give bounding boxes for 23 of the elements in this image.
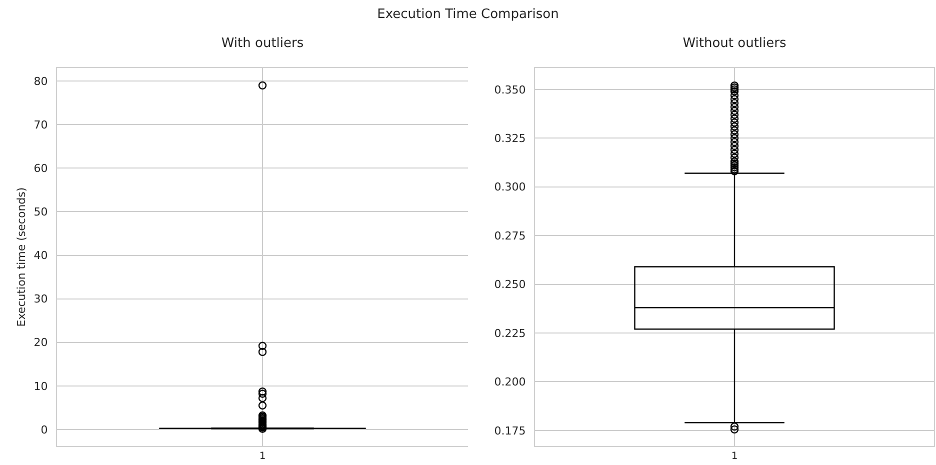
y-tick-label: 0.350	[494, 83, 526, 96]
x-tick-label: 1	[731, 451, 738, 462]
y-axis-title: Execution time (seconds)	[15, 187, 28, 327]
y-tick-label: 0.300	[494, 180, 526, 194]
y-tick-label: 50	[34, 206, 48, 219]
y-tick-label: 80	[34, 74, 48, 88]
y-tick-label: 0.275	[494, 229, 526, 242]
y-tick-label: 30	[34, 292, 48, 306]
y-tick-label: 0.225	[494, 326, 526, 340]
y-tick-label: 60	[34, 162, 48, 176]
chart-title: With outliers	[221, 36, 304, 52]
y-tick-label: 0.200	[494, 376, 526, 389]
y-tick-label: 40	[34, 249, 48, 262]
y-tick-label: 0.250	[494, 278, 526, 292]
chart-title: Without outliers	[682, 36, 787, 52]
y-tick-label: 20	[34, 336, 48, 350]
y-tick-label: 10	[34, 380, 48, 393]
x-tick-label: 1	[259, 451, 266, 462]
y-tick-label: 70	[34, 118, 48, 132]
y-tick-label: 0	[40, 423, 48, 436]
text: Execution Time Comparison	[377, 7, 559, 22]
y-tick-label: 0.175	[494, 424, 526, 438]
y-tick-label: 0.325	[494, 132, 526, 145]
